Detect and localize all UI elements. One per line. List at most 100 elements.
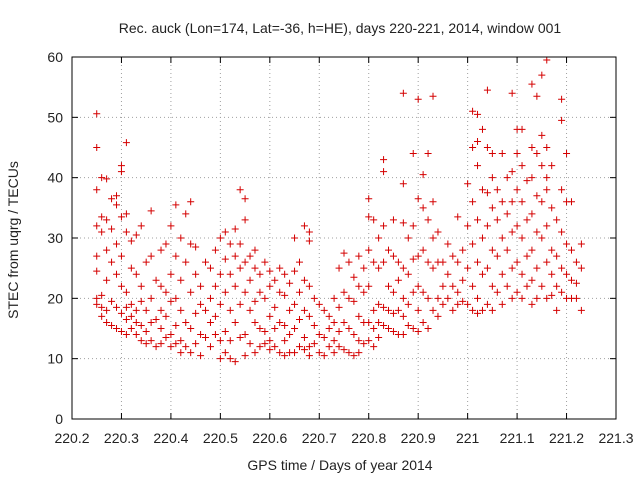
data-point <box>261 340 269 348</box>
data-point <box>523 252 531 260</box>
data-point <box>113 270 121 278</box>
data-point <box>454 300 462 308</box>
data-point <box>459 276 467 284</box>
data-point <box>513 222 521 230</box>
data-point <box>127 312 135 320</box>
data-point <box>464 222 472 230</box>
data-point <box>567 198 575 206</box>
data-point <box>187 198 195 206</box>
data-point <box>261 258 269 266</box>
data-point <box>404 234 412 242</box>
data-point <box>108 297 116 305</box>
data-point <box>113 192 121 200</box>
data-point <box>498 198 506 206</box>
data-point <box>380 321 388 329</box>
data-point <box>261 328 269 336</box>
data-point <box>167 222 175 230</box>
data-point <box>572 294 580 302</box>
data-point <box>543 258 551 266</box>
data-point <box>113 201 121 209</box>
y-tick-label: 60 <box>47 49 63 65</box>
data-point <box>464 264 472 272</box>
data-point <box>389 252 397 260</box>
data-point <box>414 252 422 260</box>
data-point <box>429 92 437 100</box>
data-point <box>117 213 125 221</box>
data-point <box>320 306 328 314</box>
data-point <box>103 216 111 224</box>
data-point <box>424 325 432 332</box>
y-tick-label: 10 <box>47 351 63 367</box>
data-point <box>558 95 566 103</box>
data-point <box>177 276 185 284</box>
data-point <box>335 328 343 336</box>
data-point <box>375 334 383 342</box>
data-point <box>553 306 561 314</box>
data-point <box>414 195 422 203</box>
data-point <box>478 306 486 314</box>
data-point <box>132 331 140 339</box>
data-point <box>548 291 556 299</box>
data-point <box>419 318 427 326</box>
data-point <box>300 346 308 354</box>
data-point <box>137 282 145 290</box>
data-point <box>291 300 299 308</box>
data-point <box>553 282 561 290</box>
x-tick-label: 220.2 <box>54 430 89 446</box>
data-point <box>172 201 180 209</box>
data-point <box>236 334 244 342</box>
data-point <box>429 198 437 206</box>
data-point <box>493 216 501 224</box>
data-point <box>380 258 388 266</box>
data-point <box>192 309 200 317</box>
data-point <box>211 282 219 290</box>
data-point <box>533 92 541 100</box>
data-point <box>577 264 585 272</box>
x-tick-label: 221.3 <box>598 430 633 446</box>
data-point <box>266 337 274 345</box>
data-point <box>122 303 130 311</box>
data-point <box>276 288 284 296</box>
data-point <box>543 174 551 182</box>
data-point <box>187 325 195 332</box>
data-point <box>483 264 491 272</box>
data-point <box>117 168 125 176</box>
data-point <box>355 349 363 357</box>
data-point <box>335 264 343 272</box>
data-point <box>132 306 140 314</box>
data-point <box>320 352 328 360</box>
data-point <box>142 258 150 266</box>
data-point <box>365 213 373 221</box>
data-point <box>513 186 521 194</box>
data-point <box>276 264 284 272</box>
data-point <box>449 306 457 314</box>
data-point <box>98 291 106 299</box>
data-point <box>508 228 516 236</box>
data-point <box>315 300 323 308</box>
data-point <box>305 343 313 351</box>
data-point <box>167 331 175 339</box>
data-point <box>528 276 536 284</box>
data-point <box>147 294 155 302</box>
data-point <box>122 210 130 218</box>
data-point <box>345 349 353 357</box>
data-point <box>281 321 289 329</box>
data-point <box>370 258 378 266</box>
data-point <box>93 267 101 275</box>
data-point <box>355 252 363 260</box>
data-point <box>300 222 308 230</box>
data-point <box>399 89 407 97</box>
data-point <box>380 156 388 164</box>
data-point <box>172 321 180 329</box>
data-point <box>216 300 224 308</box>
data-point <box>454 258 462 266</box>
data-point <box>325 343 333 351</box>
data-point <box>528 300 536 308</box>
data-point <box>103 276 111 284</box>
data-point <box>424 294 432 302</box>
data-point <box>335 303 343 311</box>
data-point <box>226 337 234 345</box>
data-point <box>305 237 313 245</box>
data-point <box>108 225 116 233</box>
data-point <box>286 306 294 314</box>
